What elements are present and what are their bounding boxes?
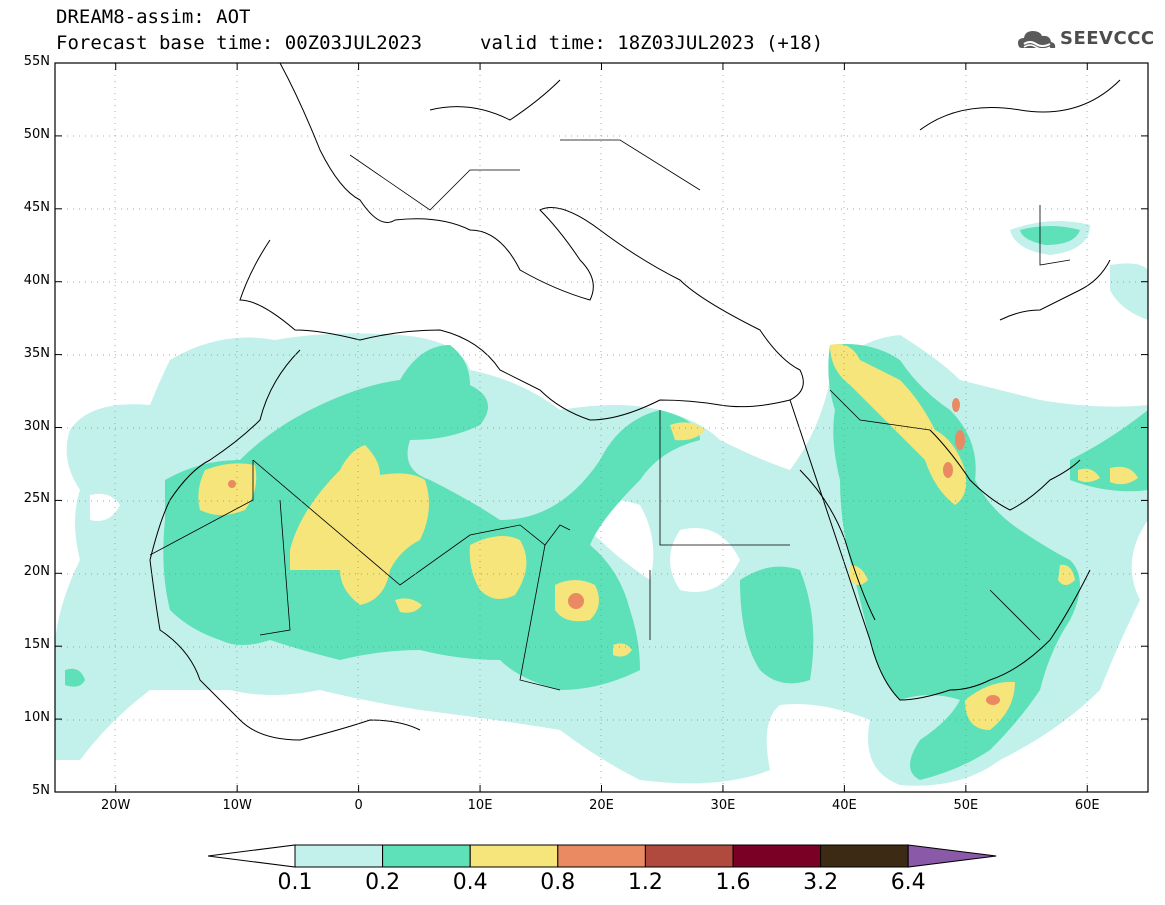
grid (55, 63, 1148, 792)
colorbar-bin (820, 844, 909, 868)
colorbar-under-triangle (207, 844, 296, 868)
lat-label: 5N (32, 783, 50, 798)
lon-label: 20E (589, 798, 614, 813)
seevccc-logo (1018, 31, 1056, 50)
colorbar-label: 1.2 (627, 870, 663, 895)
colorbar-label: 0.2 (365, 870, 401, 895)
forecast-base-time: Forecast base time: 00Z03JUL2023 (56, 32, 423, 54)
lon-label: 0 (354, 798, 363, 813)
map-title: DREAM8-assim: AOT (56, 6, 251, 28)
lat-label: 10N (23, 710, 50, 726)
lat-label: 40N (23, 272, 50, 288)
lat-label: 30N (23, 418, 50, 434)
colorbar-bin (644, 844, 734, 868)
colorbar-bin (294, 844, 384, 868)
coastlines (149, 63, 1121, 741)
colorbar-bin (557, 844, 646, 868)
lon-label: 60E (1074, 798, 1100, 813)
colorbar-label: 0.4 (452, 870, 488, 895)
lat-label: 25N (23, 491, 50, 507)
lat-label: 45N (23, 199, 50, 215)
colorbar-bin (469, 844, 559, 868)
colorbar-label: 3.2 (803, 870, 839, 895)
lon-label: 20W (101, 798, 131, 813)
colorbar-label: 6.4 (890, 870, 926, 895)
aot-field-0.8 (228, 398, 1000, 705)
lat-label: 35N (23, 345, 50, 361)
borders (149, 139, 1071, 691)
colorbar-bin (382, 844, 471, 868)
colorbar-over-triangle (907, 844, 997, 868)
lat-label: 15N (23, 637, 50, 653)
lat-label: 50N (23, 126, 50, 142)
colorbar-label: 1.6 (715, 870, 751, 895)
lon-label: 10E (467, 798, 493, 813)
valid-time: valid time: 18Z03JUL2023 (+18) (480, 32, 824, 54)
lon-label: 10W (222, 798, 252, 813)
lat-label: 55N (23, 54, 50, 69)
lat-label: 20N (23, 564, 50, 580)
aot-field-0.4 (198, 344, 1138, 730)
lon-label: 50E (953, 798, 979, 813)
colorbar-label: 0.8 (540, 870, 576, 895)
colorbar-label: 0.1 (277, 870, 313, 895)
lon-label: 30E (710, 798, 736, 813)
cloud-icon (1018, 31, 1056, 50)
logo-text: SEEVCCC (1060, 28, 1155, 49)
lon-label: 40E (831, 798, 857, 813)
colorbar-bin (732, 844, 822, 868)
